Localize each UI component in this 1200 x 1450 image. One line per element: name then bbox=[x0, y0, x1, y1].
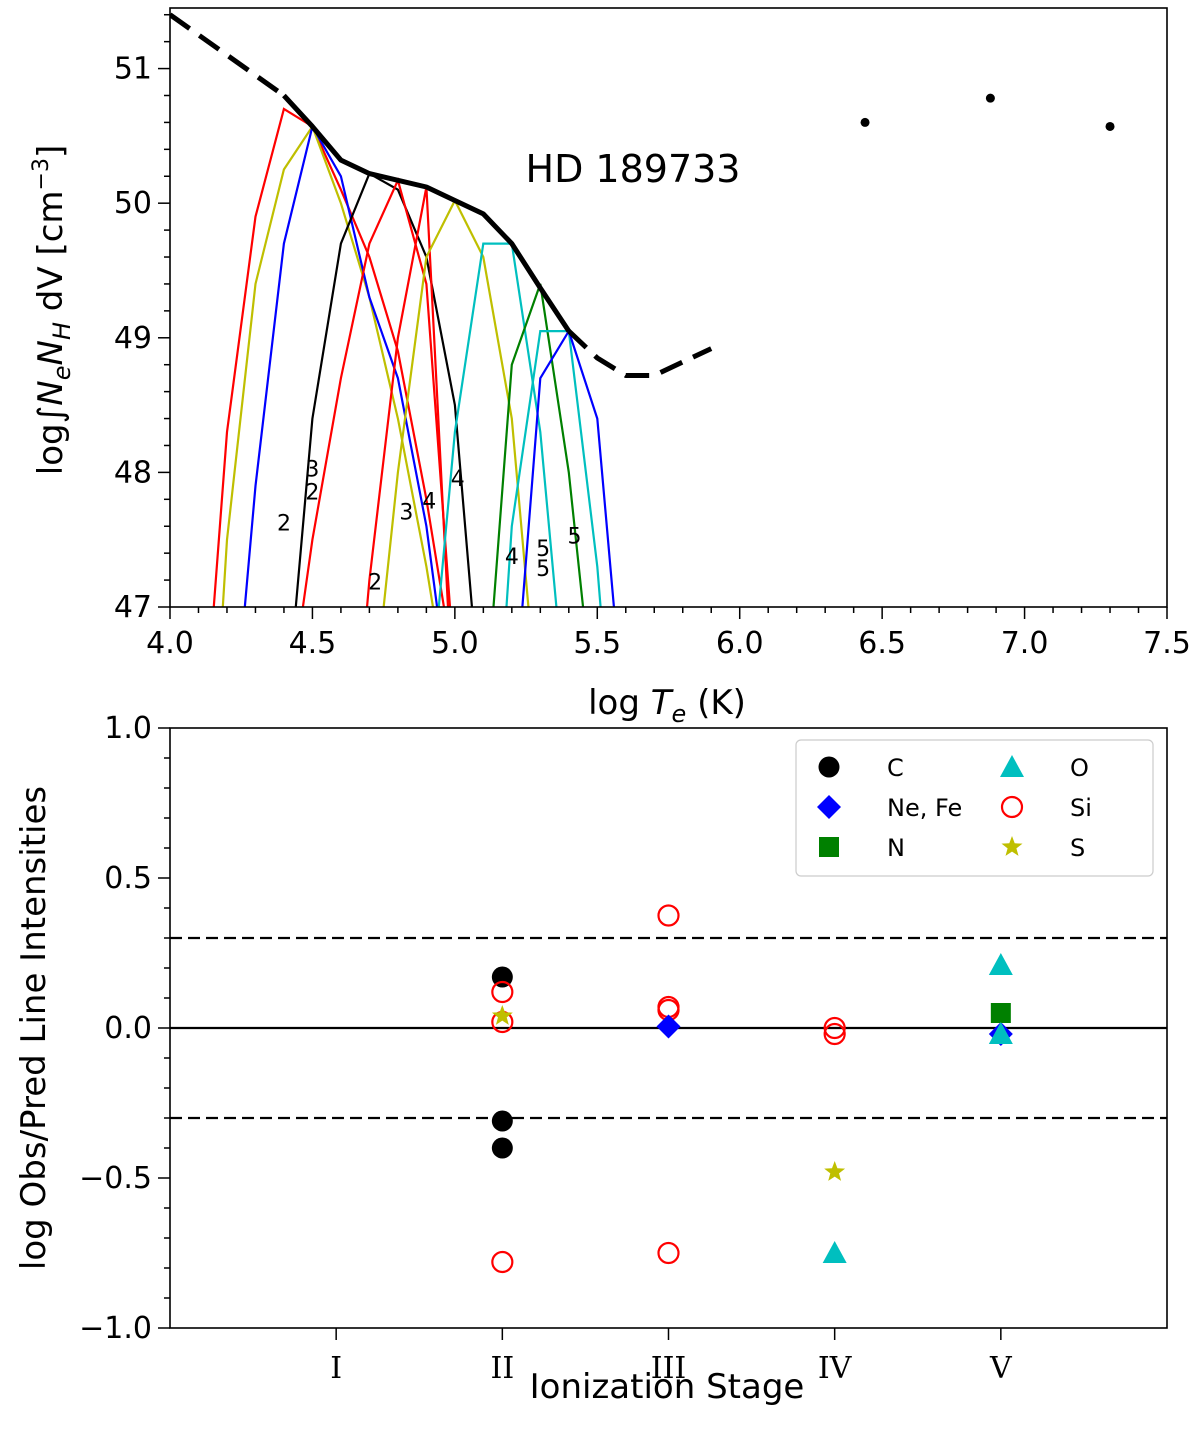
emd-curve-solid bbox=[282, 93, 571, 333]
ion-stage-label: 4 bbox=[451, 467, 465, 492]
legend-label: S bbox=[1070, 834, 1085, 862]
data-point-si bbox=[491, 1250, 514, 1274]
top-x-tick-label: 6.0 bbox=[716, 626, 764, 661]
bottom-y-axis-label: log Obs/Pred Line Intensities bbox=[14, 786, 54, 1270]
top-y-tick-label: 50 bbox=[114, 186, 152, 221]
bottom-y-tick-label: −1.0 bbox=[79, 1311, 152, 1346]
data-point-o bbox=[822, 1241, 847, 1263]
ion-curve-6 bbox=[365, 186, 450, 607]
legend-frame bbox=[795, 739, 1154, 877]
bottom-x-tick-label: II bbox=[490, 1351, 514, 1386]
legend-entries: C Ne, Fe N O Si S bbox=[817, 754, 1092, 862]
legend: C Ne, Fe N O Si S bbox=[795, 739, 1154, 877]
bottom-frame bbox=[169, 727, 1168, 1329]
data-point-o bbox=[988, 953, 1013, 975]
legend-marker-ne-fe bbox=[817, 795, 841, 819]
ion-curve-3 bbox=[243, 123, 439, 607]
top-y-axis-label: log∫NeNH dV [cm−3] bbox=[29, 145, 76, 475]
legend-marker-o bbox=[1000, 755, 1024, 777]
legend-marker-s bbox=[1001, 836, 1023, 856]
ion-stage-label: 5 bbox=[536, 537, 550, 562]
ion-curve-5 bbox=[301, 177, 452, 607]
ion-curve-4 bbox=[294, 172, 474, 607]
data-point-c bbox=[491, 1137, 513, 1159]
top-axis-ticks: 4.0 4.5 5.0 5.5 6.0 6.5 7.0 7.5 47 48 49 50 51 bbox=[114, 13, 1191, 661]
legend-label: C bbox=[887, 754, 904, 782]
top-y-tick-label: 49 bbox=[114, 321, 152, 356]
top-y-tick-label: 48 bbox=[114, 455, 152, 490]
top-x-tick-label: 4.5 bbox=[289, 626, 337, 661]
bottom-y-tick-label: 0.0 bbox=[104, 1011, 152, 1046]
ion-stage-label: 2 bbox=[277, 511, 291, 536]
data-point-ne-fe bbox=[656, 1014, 681, 1039]
ion-stage-label: 4 bbox=[505, 545, 519, 570]
emd-curve-dashed-high bbox=[567, 329, 713, 378]
data-point-si bbox=[823, 1016, 846, 1040]
top-x-tick-label: 5.0 bbox=[431, 626, 479, 661]
ion-stage-label: 4 bbox=[422, 490, 436, 515]
ion-stage-label: 5 bbox=[536, 557, 550, 582]
data-point-si bbox=[491, 980, 514, 1004]
legend-marker-n bbox=[819, 837, 839, 857]
ion-stage-label: 2 bbox=[305, 480, 319, 505]
bottom-axis-ticks: I II III IV V−1.0−0.50.00.51.0 bbox=[79, 711, 1013, 1386]
ion-stage-label: 5 bbox=[567, 525, 581, 550]
coronal-emd-point bbox=[860, 117, 870, 127]
top-x-tick-label: 6.5 bbox=[858, 626, 906, 661]
coronal-emd-point bbox=[1105, 121, 1115, 131]
ion-stage-label: 2 bbox=[368, 571, 382, 596]
bottom-x-axis-label: Ionization Stage bbox=[530, 1367, 805, 1407]
legend-marker-si bbox=[1000, 795, 1024, 819]
top-y-tick-label: 47 bbox=[114, 590, 152, 625]
ion-curve-1 bbox=[212, 107, 446, 607]
data-point-o bbox=[988, 1022, 1013, 1044]
legend-label: N bbox=[887, 834, 905, 862]
legend-label: O bbox=[1070, 754, 1089, 782]
data-point-si bbox=[823, 1022, 846, 1046]
bottom-x-tick-label: I bbox=[330, 1351, 342, 1386]
top-x-tick-label: 4.0 bbox=[146, 626, 194, 661]
ion-curve-10 bbox=[505, 330, 602, 607]
ion-stage-label: 3 bbox=[399, 501, 413, 526]
top-chart-title: HD 189733 bbox=[526, 147, 741, 191]
bottom-x-tick-label: III bbox=[651, 1351, 687, 1386]
ion-curve-8 bbox=[437, 242, 558, 607]
emd-curve-dashed-low bbox=[170, 12, 286, 98]
legend-label: Si bbox=[1070, 794, 1092, 822]
top-x-tick-label: 5.5 bbox=[573, 626, 621, 661]
bottom-x-tick-label: IV bbox=[818, 1351, 853, 1386]
top-y-tick-label: 51 bbox=[114, 52, 152, 87]
top-frame bbox=[169, 7, 1168, 608]
data-point-si bbox=[657, 904, 680, 927]
data-point-s bbox=[824, 1161, 846, 1181]
coronal-emd-point bbox=[985, 93, 995, 103]
data-point-n bbox=[990, 1003, 1011, 1023]
data-point-c bbox=[491, 1110, 513, 1132]
legend-label: Ne, Fe bbox=[887, 794, 962, 822]
top-x-tick-label: 7.0 bbox=[1001, 626, 1049, 661]
top-x-tick-label: 7.5 bbox=[1143, 626, 1191, 661]
bottom-plot-area bbox=[170, 904, 1167, 1274]
ion-curve-2 bbox=[221, 124, 435, 607]
bottom-y-tick-label: −0.5 bbox=[79, 1161, 152, 1196]
ion-stage-label: 3 bbox=[305, 457, 319, 482]
bottom-panel: I II III IV V−1.0−0.50.00.51.0 Ionization St… bbox=[14, 711, 1168, 1407]
data-point-si bbox=[657, 1241, 680, 1265]
bottom-x-tick-label: V bbox=[989, 1351, 1013, 1386]
data-point-s bbox=[491, 1005, 513, 1025]
legend-marker-c bbox=[818, 756, 840, 778]
bottom-y-tick-label: 0.5 bbox=[104, 861, 152, 896]
bottom-y-tick-label: 1.0 bbox=[104, 711, 152, 746]
top-x-axis-label: log Te (K) bbox=[588, 683, 746, 728]
